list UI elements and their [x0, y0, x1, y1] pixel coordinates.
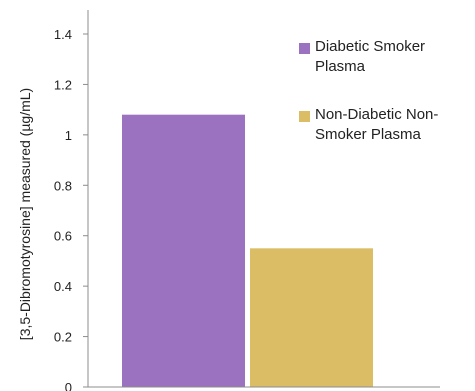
legend: Diabetic Smoker Plasma Non-Diabetic Non- Sm… — [299, 38, 438, 143]
y-axis: 0 0.2 0.4 0.6 0.8 1 1.2 1.4 — [54, 10, 89, 391]
y-tick-label: 0.6 — [54, 229, 72, 244]
y-tick-label: 0.2 — [54, 330, 72, 345]
legend-swatch-2 — [299, 111, 310, 122]
y-tick-label: 0.4 — [54, 279, 72, 294]
y-axis-label: [3,5-Dibromotyrosine] measured (µg/mL) — [17, 88, 33, 340]
legend-label-1: Plasma — [315, 58, 366, 75]
legend-label-2: Non-Diabetic Non- — [315, 106, 438, 123]
y-tick-label: 1.2 — [54, 77, 72, 92]
y-tick-label: 1 — [65, 128, 72, 143]
bar-1 — [122, 114, 245, 387]
legend-swatch-1 — [299, 43, 310, 54]
y-tick-label: 1.4 — [54, 27, 72, 42]
y-tick-label: 0.8 — [54, 178, 72, 193]
bar-2 — [250, 248, 373, 387]
legend-label-1: Diabetic Smoker — [315, 38, 425, 55]
legend-label-2: Smoker Plasma — [315, 126, 422, 143]
bars — [122, 114, 373, 387]
y-tick-label: 0 — [65, 380, 72, 391]
